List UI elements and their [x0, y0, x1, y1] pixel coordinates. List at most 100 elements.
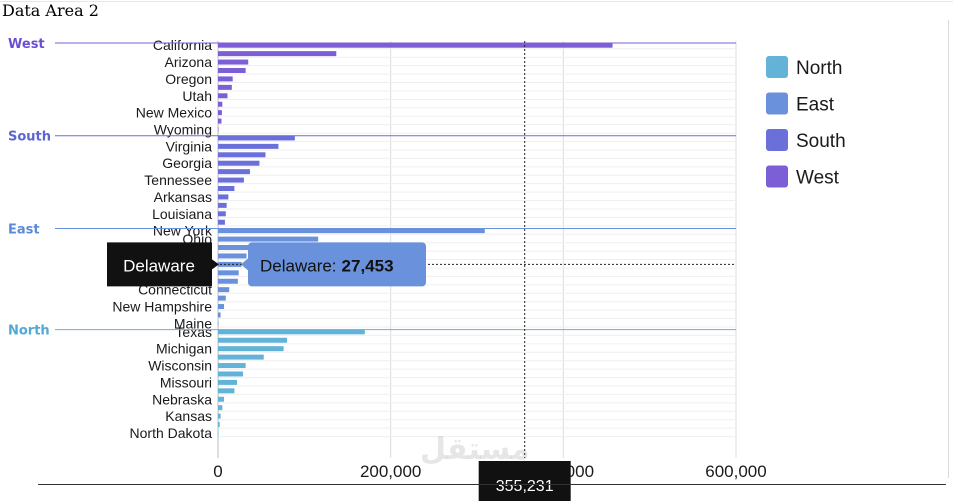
crosshair-readout: 355,231 — [496, 478, 554, 495]
bar — [218, 346, 284, 352]
bar — [218, 135, 295, 141]
group-label: North — [8, 324, 50, 339]
bar — [218, 51, 337, 57]
category-label: California — [153, 37, 212, 53]
bar — [218, 388, 235, 394]
bar — [218, 186, 235, 192]
category-label: Texas — [175, 324, 212, 340]
legend-label: West — [796, 168, 840, 189]
bar — [218, 363, 246, 369]
bar — [218, 320, 219, 326]
bar — [218, 93, 228, 99]
x-tick-label: 200,000 — [360, 462, 421, 481]
category-label: North Dakota — [130, 425, 213, 441]
category-label: New Hampshire — [112, 299, 212, 315]
bar — [218, 219, 225, 225]
bar — [218, 430, 219, 436]
category-label: Georgia — [162, 155, 212, 171]
bar — [218, 110, 222, 116]
category-label: Kansas — [165, 408, 212, 424]
legend-swatch — [766, 56, 788, 78]
bar — [218, 405, 223, 411]
bar — [218, 152, 266, 158]
bar — [218, 118, 222, 124]
category-label: Missouri — [160, 374, 212, 390]
legend-label: North — [796, 58, 842, 79]
category-label: Arizona — [165, 54, 213, 70]
bottom-border — [38, 484, 946, 485]
bar — [218, 295, 226, 301]
bar — [218, 329, 365, 335]
top-border — [0, 1, 953, 2]
bar — [218, 278, 238, 284]
bar — [218, 236, 319, 242]
bar — [218, 211, 226, 217]
bar — [218, 396, 225, 402]
bar — [218, 228, 485, 234]
category-label: Utah — [182, 88, 212, 104]
legend-swatch — [766, 129, 788, 151]
group-label: West — [8, 37, 45, 52]
bar — [218, 84, 232, 90]
value-tooltip-value: 27,453 — [342, 256, 394, 275]
legend-label: East — [796, 95, 835, 116]
category-label: Louisiana — [152, 206, 212, 222]
category-label: Wisconsin — [148, 358, 212, 374]
legend-swatch — [766, 165, 788, 188]
bar — [218, 304, 225, 310]
bar — [218, 253, 247, 259]
category-label: Maine — [174, 315, 212, 331]
bar — [218, 160, 260, 166]
grid-layer — [217, 41, 737, 458]
bar — [218, 270, 239, 276]
category-tooltip-arrow — [212, 259, 219, 270]
value-tooltip-arrow — [241, 258, 248, 271]
bar — [218, 76, 233, 82]
bar — [218, 42, 613, 48]
group-label: East — [8, 222, 40, 237]
bar — [218, 202, 227, 208]
legend-label: South — [796, 131, 846, 152]
value-tooltip-label: Delaware: — [260, 256, 337, 275]
bar — [218, 422, 220, 428]
x-tick-label: 600,000 — [705, 462, 766, 481]
category-label: Michigan — [156, 341, 212, 357]
bar — [218, 354, 264, 360]
bar — [218, 312, 221, 318]
x-tick-label: 0 — [213, 462, 222, 481]
scroll-edge — [948, 20, 949, 478]
bar — [218, 143, 279, 149]
legend-swatch — [766, 92, 788, 115]
category-label: Tennessee — [144, 172, 212, 188]
value-tooltip-box — [248, 242, 426, 287]
tooltip-layer: Delaware Delaware: 27,453 — [107, 242, 426, 287]
category-label: New York — [153, 223, 213, 239]
bar — [218, 101, 223, 107]
watermark-text: مستقل — [420, 432, 530, 467]
category-tooltip-box — [107, 242, 212, 287]
category-label: Oregon — [165, 71, 212, 87]
bar — [218, 413, 221, 419]
category-label: Virginia — [166, 138, 213, 154]
bar — [218, 67, 246, 73]
bar — [218, 59, 249, 65]
category-label: Arkansas — [154, 189, 212, 205]
bar-layer — [218, 42, 613, 436]
bar — [218, 371, 244, 377]
bar — [218, 169, 250, 175]
bar — [218, 177, 244, 183]
bar — [218, 337, 288, 343]
page-title: Data Area 2 — [2, 1, 99, 20]
value-tooltip-text: Delaware: 27,453 — [260, 256, 394, 275]
category-label: Wyoming — [154, 122, 212, 138]
category-label: Nebraska — [152, 391, 212, 407]
group-label-layer: West South East North — [8, 37, 736, 339]
category-tooltip-text: Delaware — [123, 256, 195, 275]
legend: North East South West — [766, 56, 846, 189]
bar — [218, 127, 219, 132]
crosshair-readout-box — [478, 461, 571, 501]
group-label: South — [8, 130, 51, 145]
bar — [218, 379, 237, 385]
